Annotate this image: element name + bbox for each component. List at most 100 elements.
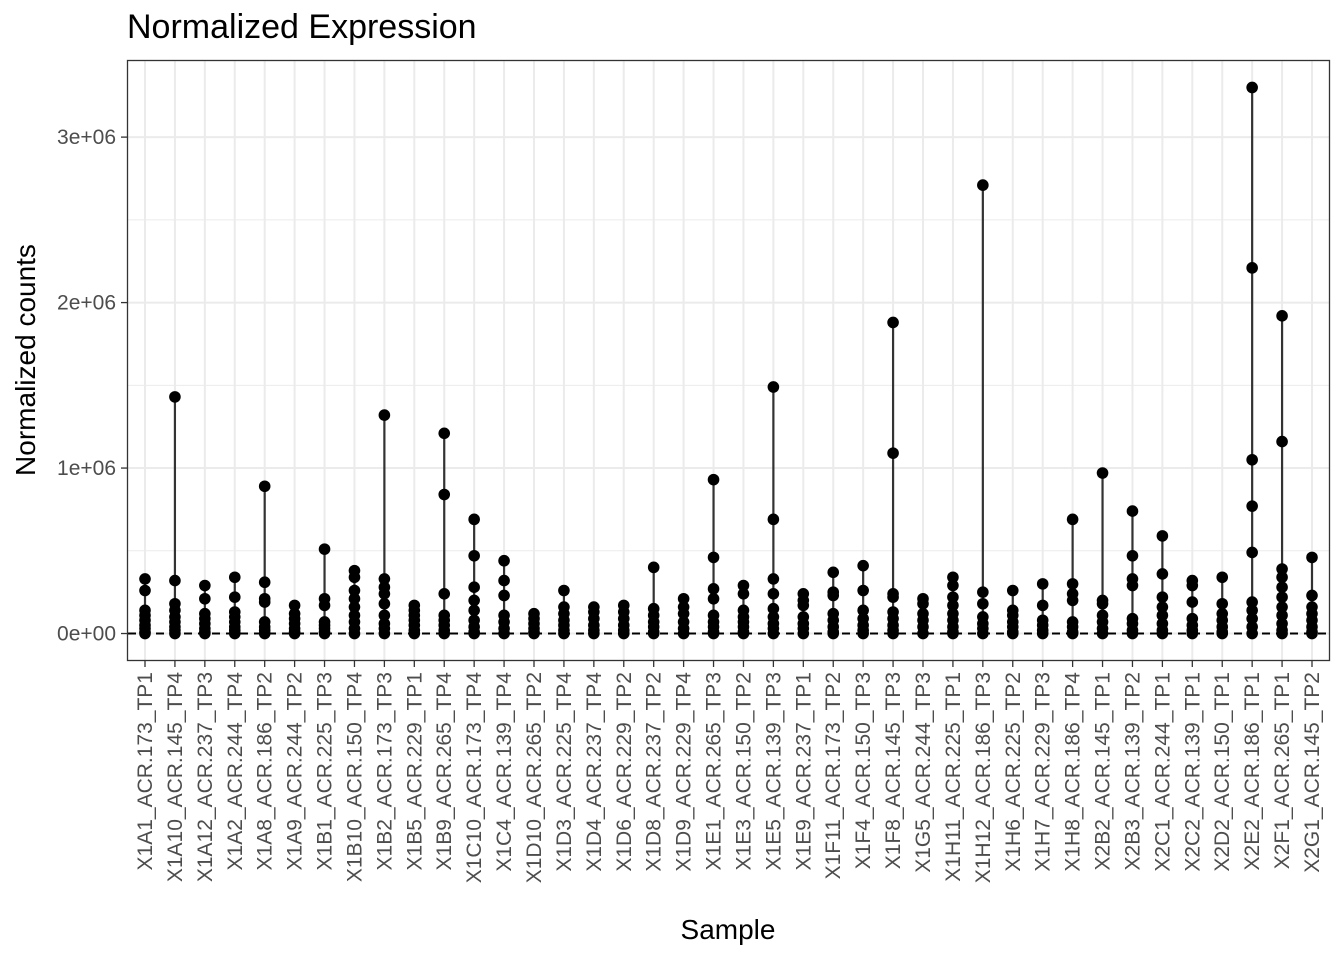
data-point bbox=[348, 627, 361, 640]
data-point bbox=[1216, 627, 1229, 640]
data-point bbox=[887, 627, 899, 640]
x-tick-label: X1A8_ACR.186_TP2 bbox=[254, 672, 277, 870]
data-point bbox=[378, 573, 391, 585]
data-point bbox=[1156, 530, 1169, 542]
data-point bbox=[707, 551, 720, 564]
data-point bbox=[1306, 627, 1318, 640]
x-tick-label: X1E1_ACR.265_TP3 bbox=[703, 672, 726, 870]
data-point bbox=[917, 597, 929, 610]
data-point bbox=[647, 561, 660, 574]
x-tick-label: X1H6_ACR.225_TP2 bbox=[1002, 672, 1025, 872]
data-point bbox=[707, 583, 720, 595]
x-tick-label: X1H8_ACR.186_TP4 bbox=[1062, 672, 1085, 872]
data-point bbox=[737, 588, 750, 600]
data-point bbox=[1156, 627, 1169, 640]
x-tick-label: X1D9_ACR.229_TP4 bbox=[673, 672, 696, 872]
data-point bbox=[1276, 591, 1288, 603]
data-point bbox=[1216, 597, 1229, 610]
x-tick-label: X1D10_ACR.265_TP2 bbox=[523, 672, 546, 883]
data-point bbox=[528, 627, 540, 640]
data-point bbox=[1246, 546, 1258, 559]
x-tick-label: X2D2_ACR.150_TP1 bbox=[1211, 672, 1234, 872]
x-tick-label: X1H7_ACR.229_TP3 bbox=[1032, 672, 1055, 872]
x-tick-label: X1D6_ACR.229_TP2 bbox=[613, 672, 636, 872]
x-tick-label: X1F4_ACR.150_TP3 bbox=[852, 672, 875, 869]
x-tick-label: X1D8_ACR.237_TP2 bbox=[643, 672, 666, 872]
data-point bbox=[977, 627, 989, 640]
data-point bbox=[707, 592, 720, 605]
x-tick-label: X2C1_ACR.244_TP1 bbox=[1151, 672, 1174, 872]
data-point bbox=[228, 591, 241, 603]
x-tick-label: X2B3_ACR.139_TP2 bbox=[1121, 672, 1144, 870]
data-point bbox=[468, 581, 480, 593]
y-tick-label: 0e+00 bbox=[57, 623, 116, 646]
x-tick-label: X2G1_ACR.145_TP2 bbox=[1301, 672, 1324, 873]
data-point bbox=[1246, 596, 1258, 608]
data-point bbox=[1276, 609, 1288, 622]
data-point bbox=[378, 597, 391, 610]
x-tick-label: X1A9_ACR.244_TP2 bbox=[284, 672, 307, 870]
data-point bbox=[438, 427, 451, 440]
data-point bbox=[1066, 513, 1079, 526]
x-tick-label: X1E9_ACR.237_TP1 bbox=[792, 672, 815, 870]
y-axis-title: Normalized counts bbox=[10, 244, 41, 476]
data-point bbox=[558, 627, 570, 640]
data-point bbox=[199, 627, 211, 640]
x-tick-label: X1A10_ACR.145_TP4 bbox=[164, 672, 187, 882]
x-tick-label: X2B2_ACR.145_TP1 bbox=[1092, 672, 1115, 870]
data-point bbox=[1246, 262, 1258, 274]
x-tick-label: X1C4_ACR.139_TP4 bbox=[493, 672, 516, 872]
data-point bbox=[169, 627, 181, 640]
x-tick-label: X1G5_ACR.244_TP3 bbox=[912, 672, 935, 873]
data-point bbox=[1126, 505, 1139, 517]
data-point bbox=[977, 586, 989, 598]
data-point bbox=[498, 589, 510, 602]
data-point bbox=[1276, 581, 1288, 593]
data-point bbox=[1156, 601, 1169, 613]
data-point bbox=[1126, 627, 1139, 640]
data-point bbox=[977, 597, 989, 610]
data-point bbox=[707, 473, 720, 486]
data-point bbox=[857, 627, 869, 640]
data-point bbox=[348, 571, 361, 584]
data-point bbox=[1276, 435, 1288, 448]
data-point bbox=[378, 409, 391, 421]
data-point bbox=[767, 381, 780, 393]
data-point bbox=[348, 601, 361, 613]
data-point bbox=[947, 599, 959, 612]
data-point bbox=[887, 316, 899, 329]
y-tick-label: 2e+06 bbox=[57, 292, 116, 315]
x-tick-label: X1A1_ACR.173_TP1 bbox=[134, 672, 157, 870]
data-point bbox=[1006, 627, 1019, 640]
x-axis-ticks: X1A1_ACR.173_TP1 X1A10_ACR.145_TP4 X1A12_A… bbox=[134, 661, 1324, 883]
x-tick-label: X2F1_ACR.265_TP1 bbox=[1271, 672, 1294, 869]
y-tick-label: 1e+06 bbox=[57, 457, 116, 480]
data-point bbox=[1096, 627, 1109, 640]
data-point bbox=[1246, 81, 1258, 94]
x-tick-label: X1A12_ACR.237_TP3 bbox=[194, 672, 217, 882]
data-point bbox=[588, 627, 600, 640]
data-point bbox=[408, 627, 421, 640]
data-point bbox=[827, 627, 840, 640]
data-point bbox=[348, 584, 361, 597]
data-point bbox=[1156, 609, 1169, 622]
data-point bbox=[1306, 551, 1318, 564]
data-point bbox=[228, 571, 241, 584]
x-tick-label: X1D3_ACR.225_TP4 bbox=[553, 672, 576, 872]
data-point bbox=[1096, 467, 1109, 479]
data-point bbox=[797, 627, 810, 640]
chart-title: Normalized Expression bbox=[127, 8, 477, 46]
data-point bbox=[1276, 627, 1288, 640]
data-point bbox=[1036, 578, 1049, 590]
data-point bbox=[677, 592, 690, 605]
data-point bbox=[1276, 601, 1288, 613]
data-point bbox=[1186, 579, 1199, 592]
data-point bbox=[947, 579, 959, 592]
data-point bbox=[737, 627, 750, 640]
x-tick-label: X2E2_ACR.186_TP1 bbox=[1241, 672, 1264, 870]
data-point bbox=[258, 480, 271, 493]
data-point bbox=[947, 571, 959, 584]
data-point bbox=[647, 627, 660, 640]
x-tick-label: X1F8_ACR.145_TP3 bbox=[882, 672, 905, 869]
grid-lines bbox=[128, 61, 1329, 660]
